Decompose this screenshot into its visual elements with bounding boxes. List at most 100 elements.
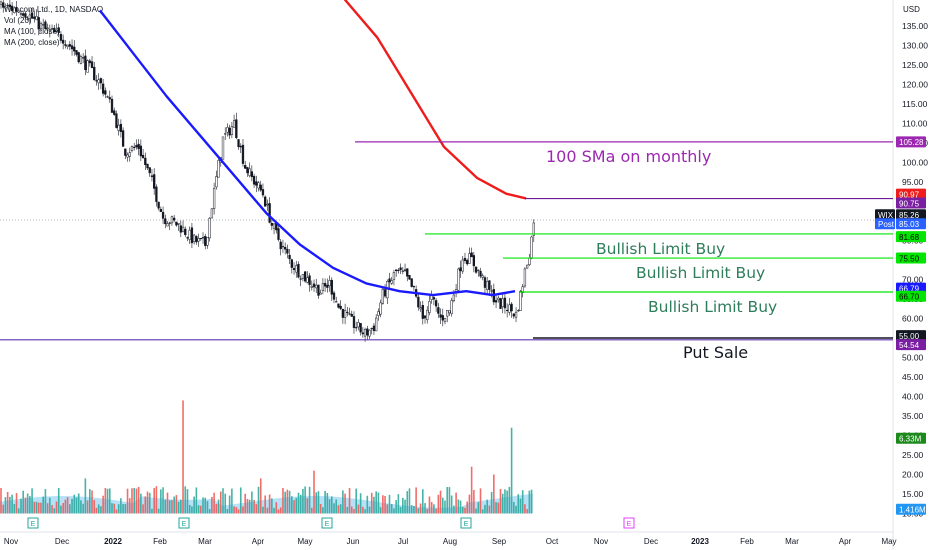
candle-body	[483, 277, 487, 288]
volume-bar	[93, 500, 96, 514]
volume-bar	[171, 500, 173, 514]
candle-body	[381, 288, 384, 304]
candle-body	[339, 305, 342, 309]
candle-body	[399, 267, 402, 271]
candle-body	[215, 176, 218, 188]
volume-bar	[413, 505, 415, 514]
candle-body	[292, 268, 296, 271]
candle-body	[308, 275, 311, 286]
candle-body	[33, 16, 36, 19]
volume-bar	[326, 492, 329, 514]
candle-body	[486, 281, 489, 291]
price-tag-label: 105.28	[899, 138, 924, 147]
candle-body	[141, 154, 145, 159]
candle-body	[224, 133, 227, 135]
candle-body	[110, 98, 114, 113]
candle-body	[481, 275, 484, 278]
candle-body	[208, 217, 211, 239]
candle-body	[419, 307, 422, 310]
volume-bar	[257, 486, 260, 514]
volume-bar	[433, 504, 435, 514]
volume-bar	[279, 507, 282, 514]
candle-body	[499, 298, 502, 309]
candle-body	[295, 265, 298, 273]
volume-bar	[304, 486, 306, 514]
candle-body	[204, 236, 207, 246]
volume-bar	[466, 501, 468, 514]
candle-body	[328, 280, 331, 286]
candle-body	[521, 286, 524, 293]
price-tag	[896, 136, 926, 148]
time-tick-label: Nov	[4, 537, 18, 546]
volume-bar	[204, 497, 207, 514]
volume-bar	[506, 490, 508, 514]
volume-bar	[239, 487, 242, 514]
candle-body	[403, 269, 407, 271]
volume-bar	[24, 497, 27, 514]
candle-body	[468, 253, 471, 264]
candle-body	[190, 227, 194, 244]
candle-body	[470, 252, 473, 258]
candle-body	[443, 318, 447, 323]
candle-body	[259, 184, 262, 191]
volume-bar	[306, 498, 309, 514]
candle-body	[48, 29, 51, 31]
volume-bar	[390, 503, 393, 514]
volume-bar	[140, 493, 142, 514]
volume-bar	[22, 490, 24, 514]
price-tick-label: 50.00	[902, 353, 924, 363]
candle-body	[261, 189, 265, 196]
candle-body	[401, 270, 404, 272]
candle-body	[46, 27, 49, 30]
candle-body	[101, 83, 105, 94]
volume-bar	[266, 507, 269, 514]
candle-body	[53, 27, 56, 33]
candle-body	[501, 298, 504, 307]
volume-bar	[37, 502, 40, 514]
candle-body	[479, 270, 482, 277]
volume-bar	[393, 508, 395, 514]
volume-bar	[426, 508, 429, 514]
volume-bar	[160, 489, 162, 514]
volume-bar	[237, 509, 240, 514]
volume-bar	[459, 500, 462, 514]
candle-body	[2, 2, 5, 8]
candle-body	[88, 60, 91, 64]
candle-body	[434, 300, 438, 307]
volume-bar	[402, 497, 404, 514]
volume-bar	[486, 499, 488, 514]
volume-bar	[148, 492, 151, 514]
volume-bar	[513, 502, 515, 514]
volume-bar	[77, 493, 80, 514]
volume-bar	[497, 502, 500, 514]
volume-bar	[475, 508, 477, 514]
candle-body	[104, 90, 107, 95]
volume-bar	[410, 505, 413, 514]
legend-title: Wix.com Ltd., 1D, NASDAQ	[4, 5, 104, 14]
candle-body	[359, 323, 362, 333]
candle-body	[503, 297, 507, 309]
volume-bar	[120, 498, 122, 514]
candle-body	[510, 303, 513, 312]
volume-bar	[530, 489, 533, 514]
time-tick-label: Aug	[443, 537, 457, 546]
time-tick-label: Nov	[594, 537, 608, 546]
volume-bar	[337, 505, 340, 514]
candle-body	[241, 144, 245, 164]
candle-body	[24, 13, 27, 18]
volume-bar	[46, 503, 49, 514]
volume-bar	[33, 501, 36, 514]
volume-bar	[362, 506, 364, 514]
volume-bar	[419, 503, 422, 514]
volume-bar	[215, 504, 218, 514]
candle-body	[310, 286, 313, 288]
volume-bar	[330, 496, 333, 514]
candle-body	[459, 267, 462, 272]
volume-bar	[29, 496, 31, 514]
volume-bar	[282, 487, 284, 514]
earnings-marker-label: E	[325, 521, 330, 528]
candle-body	[199, 237, 202, 240]
price-tag	[896, 209, 926, 221]
price-tag	[896, 503, 926, 515]
